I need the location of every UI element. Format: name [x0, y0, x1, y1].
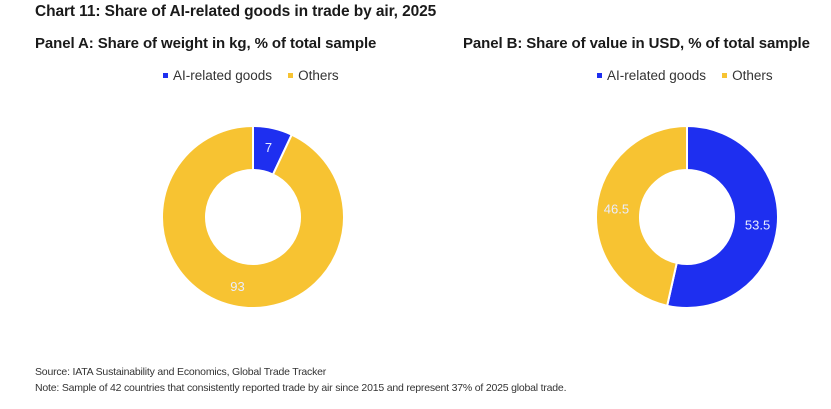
legend-label: Others: [732, 68, 773, 83]
donut-slice-others: [161, 124, 345, 309]
legend-item-others: Others: [722, 68, 773, 83]
panel-a-donut: 7 93: [161, 124, 345, 309]
slice-value-label: 53.5: [745, 217, 770, 232]
source-note: Source: IATA Sustainability and Economic…: [35, 366, 327, 378]
legend-label: Others: [298, 68, 339, 83]
panel-a-title: Panel A: Share of weight in kg, % of tot…: [35, 35, 377, 52]
legend-marker-others: [722, 73, 728, 78]
donut-slice-ai-related-goods: [665, 124, 779, 309]
chart-title: Chart 11: Share of AI-related goods in t…: [35, 3, 437, 20]
legend-label: AI-related goods: [607, 68, 707, 83]
legend-item-ai-related: AI-related goods: [597, 68, 706, 83]
slice-value-label: 46.5: [604, 202, 629, 217]
legend-item-others: Others: [288, 68, 339, 83]
footnote: Note: Sample of 42 countries that consis…: [35, 382, 567, 394]
legend-marker-others: [288, 73, 294, 78]
panel-b-donut: 53.5 46.5: [595, 124, 779, 309]
legend-marker-ai-related: [597, 73, 602, 78]
slice-value-label: 7: [265, 140, 272, 155]
legend-item-ai-related: AI-related goods: [163, 68, 272, 83]
panel-a-legend: AI-related goods Others: [163, 68, 355, 83]
slice-value-label: 93: [230, 279, 244, 294]
legend-label: AI-related goods: [173, 68, 273, 83]
panel-b-legend: AI-related goods Others: [597, 68, 789, 83]
legend-marker-ai-related: [163, 73, 168, 78]
panel-b-title: Panel B: Share of value in USD, % of tot…: [463, 35, 810, 52]
donut-slice-others: [595, 124, 688, 308]
